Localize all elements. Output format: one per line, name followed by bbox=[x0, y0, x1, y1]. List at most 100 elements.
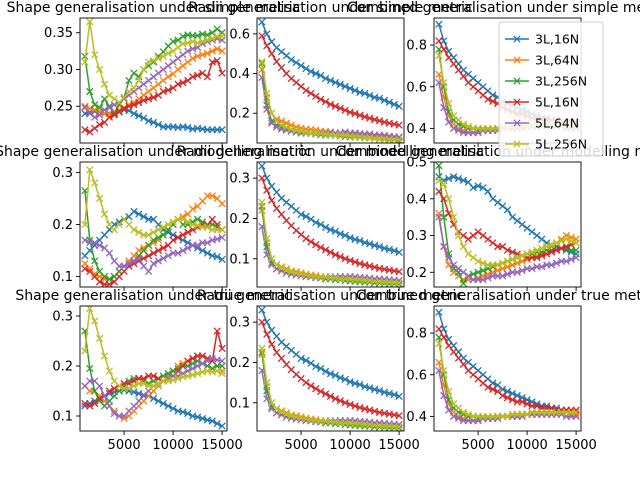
data-point bbox=[268, 399, 276, 407]
data-point bbox=[149, 372, 158, 380]
data-point bbox=[213, 367, 221, 375]
data-point bbox=[498, 202, 507, 210]
data-point bbox=[445, 53, 453, 62]
y-tick-label: 0.30 bbox=[44, 63, 73, 78]
data-point bbox=[538, 263, 546, 271]
data-point bbox=[498, 391, 507, 400]
x-tick-label: 15000 bbox=[201, 438, 242, 453]
data-point bbox=[189, 354, 197, 363]
data-point bbox=[287, 56, 295, 64]
data-point bbox=[164, 73, 172, 81]
data-point bbox=[351, 258, 359, 266]
data-point bbox=[317, 243, 325, 252]
data-point bbox=[479, 275, 487, 284]
data-point bbox=[140, 114, 148, 122]
data-point bbox=[547, 241, 556, 249]
data-point bbox=[120, 104, 128, 113]
series-5L-64N bbox=[81, 233, 226, 276]
data-point bbox=[277, 354, 286, 363]
data-point bbox=[454, 414, 463, 423]
data-point bbox=[435, 339, 443, 348]
data-point bbox=[538, 244, 546, 253]
y-tick-label: 0.1 bbox=[52, 270, 73, 285]
x-tick-label: 10000 bbox=[152, 438, 193, 453]
data-point bbox=[503, 246, 512, 254]
data-point bbox=[435, 187, 443, 196]
data-point bbox=[459, 279, 468, 287]
data-point bbox=[208, 29, 216, 37]
data-point bbox=[208, 47, 216, 55]
data-point bbox=[149, 228, 158, 236]
data-point bbox=[331, 395, 340, 403]
data-point bbox=[351, 86, 359, 95]
legend-label: 3L,256N bbox=[535, 74, 587, 89]
data-point bbox=[326, 392, 335, 400]
data-point bbox=[513, 217, 521, 225]
data-point bbox=[268, 38, 276, 46]
data-point bbox=[184, 218, 192, 226]
data-point bbox=[474, 268, 482, 276]
data-point bbox=[489, 195, 497, 203]
data-point bbox=[543, 242, 551, 251]
series-line bbox=[261, 177, 400, 273]
data-point bbox=[268, 109, 276, 117]
data-point bbox=[263, 42, 271, 50]
data-point bbox=[164, 49, 172, 57]
data-point bbox=[513, 259, 521, 267]
panel-5: 0.1 0.2 0.3 Radii generalisation under mode… bbox=[177, 144, 484, 291]
data-point bbox=[395, 121, 403, 129]
data-point bbox=[91, 179, 99, 187]
data-point bbox=[135, 112, 143, 120]
data-point bbox=[474, 228, 482, 236]
y-tick-label: 0.2 bbox=[229, 107, 250, 122]
legend-label: 3L,16N bbox=[535, 32, 579, 47]
data-point bbox=[498, 272, 507, 280]
y-tick-label: 0.25 bbox=[44, 100, 73, 115]
data-point bbox=[218, 357, 226, 365]
data-point bbox=[149, 73, 158, 81]
data-point bbox=[297, 61, 305, 70]
data-point bbox=[169, 84, 177, 92]
panel-title: Radii generalisation under modelling met… bbox=[177, 144, 484, 160]
series-line bbox=[438, 179, 577, 266]
data-point bbox=[375, 243, 384, 251]
data-point bbox=[307, 67, 315, 76]
data-point bbox=[464, 250, 472, 258]
data-point bbox=[258, 306, 266, 314]
data-point bbox=[258, 344, 266, 352]
data-point bbox=[115, 382, 123, 390]
data-point bbox=[557, 237, 566, 245]
data-point bbox=[154, 397, 163, 405]
data-point bbox=[277, 48, 286, 56]
series-5L-64N bbox=[81, 34, 226, 121]
legend-item: 5L,256N bbox=[505, 137, 587, 152]
data-point bbox=[528, 264, 536, 273]
axes-frame bbox=[256, 305, 405, 432]
data-point bbox=[498, 259, 507, 267]
y-tick-label: 0.35 bbox=[44, 26, 73, 41]
data-point bbox=[149, 56, 158, 65]
data-point bbox=[159, 223, 167, 231]
data-point bbox=[469, 184, 477, 192]
data-point bbox=[174, 54, 182, 63]
data-point bbox=[449, 213, 458, 221]
series-5L-256N bbox=[435, 176, 580, 269]
series-line bbox=[84, 37, 223, 119]
data-point bbox=[258, 198, 266, 206]
data-point bbox=[445, 406, 453, 414]
data-point bbox=[351, 402, 359, 410]
data-point bbox=[312, 92, 320, 101]
data-point bbox=[86, 402, 94, 410]
data-point bbox=[494, 261, 502, 269]
data-point bbox=[149, 93, 158, 102]
data-point bbox=[346, 234, 354, 242]
data-point bbox=[336, 104, 344, 112]
data-point bbox=[135, 228, 143, 236]
data-point bbox=[484, 383, 492, 391]
data-point bbox=[263, 30, 271, 38]
axes-frame bbox=[256, 17, 405, 144]
data-point bbox=[508, 261, 517, 269]
data-point bbox=[272, 123, 281, 131]
data-point bbox=[547, 261, 556, 269]
